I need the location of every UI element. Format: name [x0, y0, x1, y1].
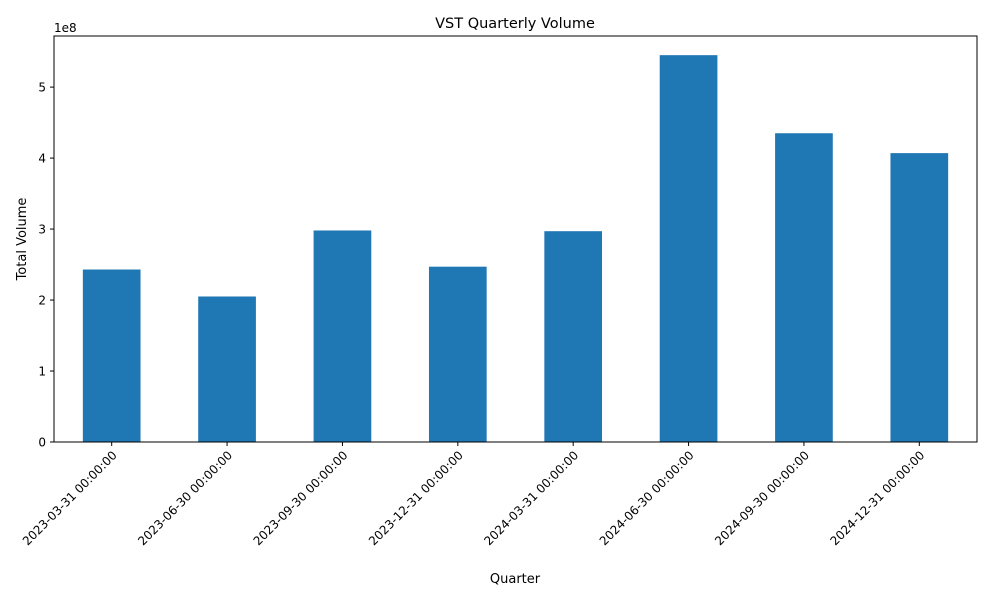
y-tick-label: 3 — [38, 223, 46, 237]
bar — [775, 133, 833, 442]
y-tick-label: 5 — [38, 81, 46, 95]
bar — [890, 153, 949, 442]
axes-frame — [53, 35, 978, 443]
bar — [198, 296, 256, 442]
chart-title: VST Quarterly Volume — [435, 16, 595, 32]
bar — [313, 230, 372, 442]
bar — [82, 269, 141, 442]
bar — [544, 231, 603, 442]
bar — [659, 55, 718, 442]
y-axis-label: Total Volume — [15, 198, 30, 282]
x-axis-label: Quarter — [490, 572, 541, 587]
y-tick-label: 4 — [38, 152, 46, 166]
y-tick-label: 1 — [38, 365, 46, 379]
y-tick-label: 2 — [38, 294, 46, 308]
bar — [428, 266, 487, 442]
y-tick-label: 0 — [38, 436, 46, 450]
y-scale-label: 1e8 — [54, 21, 77, 35]
